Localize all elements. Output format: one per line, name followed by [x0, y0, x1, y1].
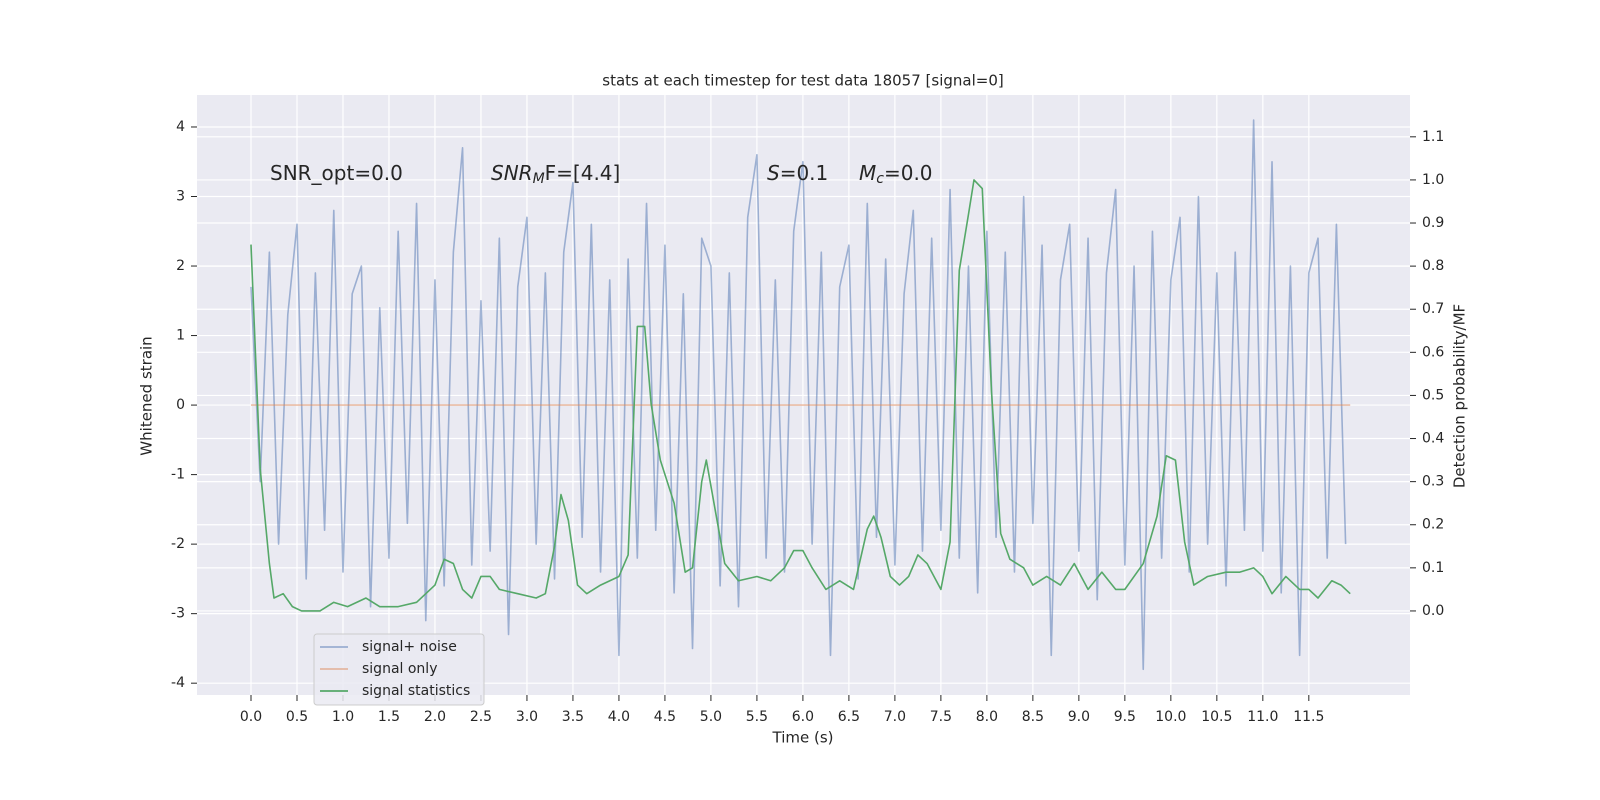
x-tick-label: 2.5 — [470, 709, 492, 725]
x-tick-label: 7.0 — [884, 709, 906, 725]
x-tick-label: 3.0 — [516, 709, 538, 725]
annotation: Mc=0.0 — [859, 161, 933, 188]
y-tick-label: -1 — [171, 467, 185, 483]
series-line — [250, 179, 1351, 612]
annotation: S=0.1 — [767, 161, 828, 185]
x-tick-label: 6.0 — [792, 709, 814, 725]
annotation: SNR_opt=0.0 — [270, 161, 403, 185]
legend-label: signal only — [362, 661, 437, 677]
x-axis-label: Time (s) — [772, 729, 834, 747]
x-tick-label: 1.0 — [332, 709, 354, 725]
x-tick-label: 6.5 — [838, 709, 860, 725]
legend-label: signal statistics — [362, 683, 470, 699]
x-tick-label: 7.5 — [930, 709, 952, 725]
annotation-after: =0.1 — [780, 161, 829, 185]
annotation-text: SNR_opt=0.0 — [270, 161, 403, 185]
y-tick-label: 1 — [176, 328, 185, 344]
x-tick-label: 1.5 — [378, 709, 400, 725]
y-tick-label: -2 — [171, 536, 185, 552]
x-tick-label: 8.0 — [976, 709, 998, 725]
y-tick-label: 2 — [176, 258, 185, 274]
chart-title: stats at each timestep for test data 180… — [602, 72, 1003, 90]
annotation-after: =0.0 — [884, 161, 933, 185]
x-tick-label: 8.5 — [1022, 709, 1044, 725]
legend-box — [313, 633, 485, 706]
y2-tick-label: 0.1 — [1422, 560, 1444, 576]
y2-tick-label: 0.9 — [1422, 215, 1444, 231]
y-axis-label: Whitened strain — [138, 336, 156, 455]
annotation-text: M — [859, 161, 876, 185]
x-tick-label: 10.5 — [1201, 709, 1232, 725]
y-tick-label: 0 — [176, 397, 185, 413]
y2-tick-label: 0.3 — [1422, 474, 1444, 490]
annotation-text: S — [767, 161, 780, 185]
x-tick-label: 4.0 — [608, 709, 630, 725]
x-tick-label: 4.5 — [654, 709, 676, 725]
y2-tick-label: 0.7 — [1422, 301, 1444, 317]
y2-tick-label: 0.4 — [1422, 431, 1444, 447]
x-tick-label: 0.5 — [286, 709, 308, 725]
legend: signal+ noise signal only signal statistic… — [313, 633, 485, 706]
annotation: SNRMF=[4.4] — [491, 161, 620, 188]
y-tick-label: -3 — [171, 606, 185, 622]
x-tick-label: 2.0 — [424, 709, 446, 725]
annotation-text: SNR — [491, 161, 533, 185]
x-tick-label: 11.0 — [1247, 709, 1278, 725]
x-tick-label: 11.5 — [1293, 709, 1324, 725]
x-tick-label: 9.0 — [1068, 709, 1090, 725]
annotation-sub: M — [533, 171, 545, 187]
y2-tick-label: 0.2 — [1422, 517, 1444, 533]
annotation-after: F=[4.4] — [545, 161, 621, 185]
axes: 0.0 0.5 1.0 1.5 2.0 2.5 3.0 3.5 4.0 4.5 5.0 5.5 6.0 6… — [171, 119, 1444, 725]
y2-tick-label: 1.0 — [1422, 172, 1444, 188]
y2-tick-label: 0.8 — [1422, 258, 1444, 274]
x-tick-label: 5.5 — [746, 709, 768, 725]
series-line — [250, 119, 1347, 671]
y2-tick-label: 1.1 — [1422, 129, 1444, 145]
annotation-sub: c — [876, 171, 884, 187]
x-tick-label: 9.5 — [1114, 709, 1136, 725]
y2-tick-label: 0.5 — [1422, 387, 1444, 403]
marks — [250, 119, 1351, 671]
y2-tick-label: 0.6 — [1422, 344, 1444, 360]
x-tick-label: 3.5 — [562, 709, 584, 725]
y-tick-label: 3 — [176, 189, 185, 205]
y2-axis-label: Detection probability/MF — [1451, 304, 1469, 488]
y-tick-label: -4 — [171, 675, 185, 691]
y2-tick-label: 0.0 — [1422, 603, 1444, 619]
x-tick-label: 0.0 — [240, 709, 262, 725]
legend-label: signal+ noise — [362, 639, 457, 655]
y-tick-label: 4 — [176, 119, 185, 135]
x-tick-label: 5.0 — [700, 709, 722, 725]
x-tick-label: 10.0 — [1155, 709, 1186, 725]
